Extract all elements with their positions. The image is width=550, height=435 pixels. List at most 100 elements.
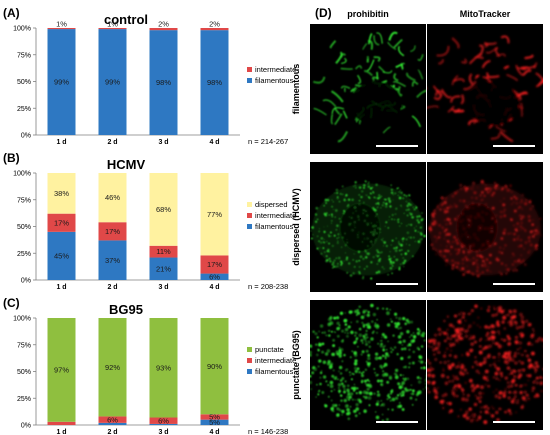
bar-segment-filamentous (149, 257, 178, 280)
bar-segment-intermediate (149, 245, 178, 258)
panel-letter: (A) (3, 6, 20, 20)
x-tick-label: 4 d (209, 284, 219, 291)
bar-segment-dispersed (98, 173, 127, 223)
legend-label: intermediate (255, 356, 296, 365)
bar-segment-intermediate (200, 414, 229, 420)
legend-label: filamentous (255, 76, 294, 85)
bar-segment-punctate (98, 318, 127, 417)
panel-letter: (B) (3, 151, 20, 165)
y-tick-label: 0% (21, 133, 31, 140)
bar-segment-dispersed (200, 173, 229, 256)
y-tick-label: 75% (17, 52, 31, 59)
stacked-bar-charts: (A) control 0% 25% 50% 75% 100% 1 d 99% 1% 2 d 99% 1… (3, 6, 296, 435)
y-tick-label: 25% (17, 251, 31, 258)
x-tick-label: 2 d (107, 284, 117, 291)
data-label: 99% (105, 78, 120, 87)
y-tick-label: 50% (17, 224, 31, 231)
bar-segment-filamentous (149, 30, 178, 135)
data-label: 99% (54, 78, 69, 87)
data-label: 17% (105, 227, 120, 236)
bar-segment-punctate (47, 318, 76, 422)
y-tick-label: 0% (21, 423, 31, 430)
y-tick-label: 100% (13, 316, 31, 323)
x-tick-label: 2 d (107, 429, 117, 435)
y-tick-label: 50% (17, 79, 31, 86)
data-label: 45% (54, 252, 69, 261)
column-header: prohibitin (347, 9, 389, 19)
legend-swatch (247, 78, 252, 83)
chart-title: HCMV (107, 157, 146, 172)
data-label: 5% (209, 418, 220, 427)
bar-segment-intermediate (200, 28, 229, 31)
chart-control: (A) control 0% 25% 50% 75% 100% 1 d 99% 1% 2 d 99% 1… (3, 6, 296, 146)
panel-letter: (C) (3, 296, 20, 310)
row-label: punctate (BG95) (291, 330, 301, 400)
data-label: 98% (156, 78, 171, 87)
data-label: 90% (207, 362, 222, 371)
data-label: 6% (209, 272, 220, 281)
bar-segment-intermediate (149, 28, 178, 31)
legend-label: intermediate (255, 211, 296, 220)
column-header: MitoTracker (460, 9, 511, 19)
legend-swatch (247, 224, 252, 229)
data-label: 97% (54, 365, 69, 374)
x-tick-label: 3 d (158, 429, 168, 435)
legend-swatch (247, 202, 252, 207)
bar-segment-intermediate (149, 417, 178, 424)
x-tick-label: 1 d (56, 139, 66, 146)
data-label: 11% (156, 247, 171, 256)
legend-label: punctate (255, 345, 284, 354)
data-label: 77% (207, 210, 222, 219)
bar-segment-filamentous (149, 423, 178, 425)
data-label: 37% (105, 256, 120, 265)
legend-swatch (247, 347, 252, 352)
sample-size-note: n = 146-238 (248, 427, 288, 435)
data-label: 6% (107, 415, 118, 424)
bar-segment-punctate (200, 318, 229, 415)
bar-segment-filamentous (47, 29, 76, 135)
bar-segment-intermediate (47, 28, 76, 30)
y-tick-label: 75% (17, 197, 31, 204)
y-tick-label: 25% (17, 106, 31, 113)
sample-size-note: n = 208-238 (248, 282, 288, 291)
bar-segment-filamentous (200, 419, 229, 425)
micrograph (310, 162, 426, 292)
legend-swatch (247, 369, 252, 374)
data-label: 17% (54, 218, 69, 227)
y-tick-label: 0% (21, 278, 31, 285)
y-tick-label: 100% (13, 26, 31, 33)
data-label: 5% (209, 413, 220, 422)
data-label: 93% (156, 363, 171, 372)
data-label: 1% (56, 20, 67, 29)
data-label: 46% (105, 193, 120, 202)
bar-segment-intermediate (98, 222, 127, 241)
data-label: 92% (105, 363, 120, 372)
microscopy-panel: (D) prohibitin MitoTracker filamentous dispe… (291, 6, 543, 430)
data-label: 6% (158, 416, 169, 425)
x-tick-label: 3 d (158, 284, 168, 291)
panel-letter: (D) (315, 6, 332, 20)
micrograph-background (427, 300, 543, 430)
bar-segment-filamentous (98, 29, 127, 135)
sample-size-note: n = 214-267 (248, 137, 288, 146)
bar-segment-dispersed (47, 173, 76, 214)
y-tick-label: 25% (17, 396, 31, 403)
x-tick-label: 2 d (107, 139, 117, 146)
data-label: 2% (209, 20, 220, 29)
bar-segment-intermediate (98, 416, 127, 423)
y-tick-label: 100% (13, 171, 31, 178)
micrograph (310, 24, 426, 154)
x-tick-label: 3 d (158, 139, 168, 146)
bar-segment-intermediate (47, 213, 76, 232)
bar-segment-filamentous (200, 273, 229, 280)
chart-hcmv: (B) HCMV 0% 25% 50% 75% 100% 1 d 45% 17% 38% 2 d 37%… (3, 151, 296, 291)
x-tick-label: 4 d (209, 429, 219, 435)
legend-swatch (247, 213, 252, 218)
x-tick-label: 1 d (56, 429, 66, 435)
legend-label: filamentous (255, 222, 294, 231)
data-label: 68% (156, 205, 171, 214)
data-label: 21% (156, 264, 171, 273)
micrograph (427, 162, 543, 292)
